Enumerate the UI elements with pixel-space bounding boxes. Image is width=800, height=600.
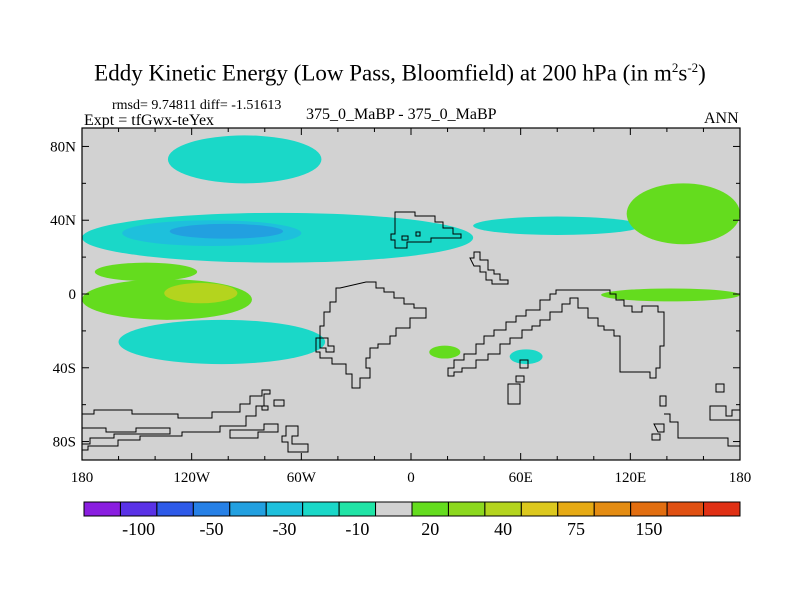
- stats-label: rmsd= 9.74811 diff= -1.51613: [112, 98, 282, 113]
- colorbar-swatch-6: [302, 501, 340, 517]
- coastline-antarctica-west: [82, 389, 309, 453]
- colorbar-swatch-0: [83, 501, 121, 517]
- y-tick-label-3: 40S: [53, 361, 76, 377]
- y-tick-label-4: 80S: [53, 435, 76, 451]
- y-tick-label-2: 0: [69, 287, 77, 303]
- x-tick-label-2: 60W: [287, 470, 317, 486]
- anomaly-region-9: [118, 319, 326, 365]
- comparison-label: 375_0_MaBP - 375_0_MaBP: [306, 106, 497, 123]
- chart-title: Eddy Kinetic Energy (Low Pass, Bloomfiel…: [94, 60, 706, 86]
- y-tick-label-1: 40N: [50, 213, 76, 229]
- coastline-north-america-east: [401, 231, 421, 241]
- anomaly-region-11: [601, 288, 740, 302]
- colorbar-label-4: 20: [421, 519, 439, 539]
- colorbar-label-3: -10: [345, 519, 369, 539]
- colorbar-swatch-16: [666, 501, 705, 517]
- coastline-small-islands: [319, 337, 335, 353]
- colorbar-swatch-4: [229, 501, 267, 517]
- coastline-africa: [447, 289, 665, 379]
- coastline-small-island-a: [261, 399, 285, 411]
- colorbar: -100 -50 -30 -10 20 40 75 150: [83, 501, 741, 539]
- y-tick-label-0: 80N: [50, 139, 76, 155]
- colorbar-swatch-5: [265, 501, 304, 517]
- anomaly-region-8: [94, 262, 198, 282]
- colorbar-swatch-13: [557, 501, 595, 517]
- x-tick-label-5: 120E: [614, 470, 646, 486]
- anomaly-region-10: [626, 183, 740, 245]
- colorbar-swatch-2: [156, 501, 194, 517]
- x-tick-label-1: 120W: [173, 470, 211, 486]
- colorbar-label-1: -50: [200, 519, 224, 539]
- colorbar-label-2: -30: [272, 519, 296, 539]
- season-label: ANN: [704, 110, 739, 127]
- x-axis: 180 120W 60W 0 60E 120E 180: [71, 128, 752, 486]
- x-tick-label-0: 180: [71, 470, 94, 486]
- colorbar-label-0: -100: [122, 519, 155, 539]
- coastline-australia: [507, 359, 529, 405]
- colorbar-label-6: 75: [567, 519, 585, 539]
- coastline-indian-ocean-islands: [709, 383, 740, 421]
- colorbar-swatch-9: [411, 501, 449, 517]
- x-tick-label-3: 0: [407, 470, 415, 486]
- colorbar-swatch-7: [338, 501, 377, 517]
- anomaly-region-7: [164, 282, 238, 304]
- coastline-antarctica-east: [651, 395, 740, 447]
- x-tick-label-6: 180: [729, 470, 752, 486]
- y-axis: 80N 40N 0 40S 80S: [50, 139, 740, 451]
- colorbar-swatch-12: [520, 501, 559, 517]
- colorbar-swatch-8: [375, 501, 413, 517]
- colorbar-swatch-14: [593, 501, 632, 517]
- anomaly-region-13: [509, 349, 543, 365]
- anomaly-region-1: [167, 135, 322, 184]
- x-tick-label-4: 60E: [509, 470, 533, 486]
- coastline-south-america: [315, 281, 427, 389]
- coastlines: [82, 211, 740, 453]
- anomaly-region-4: [169, 223, 284, 239]
- colorbar-swatch-11: [484, 501, 522, 517]
- coastline-islands-northeast: [469, 251, 509, 285]
- colorbar-swatch-1: [119, 501, 158, 517]
- coastline-north-america: [390, 211, 462, 249]
- colorbar-swatch-15: [630, 501, 668, 517]
- anomaly-regions: [82, 135, 740, 365]
- anomaly-region-5: [473, 216, 642, 235]
- colorbar-swatch-17: [703, 501, 741, 517]
- anomaly-region-12: [429, 345, 461, 359]
- colorbar-label-5: 40: [494, 519, 512, 539]
- colorbar-swatch-3: [192, 501, 231, 517]
- colorbar-swatch-10: [447, 501, 486, 517]
- experiment-label: Expt = tfGwx-teYex: [84, 112, 215, 129]
- colorbar-label-7: 150: [635, 519, 662, 539]
